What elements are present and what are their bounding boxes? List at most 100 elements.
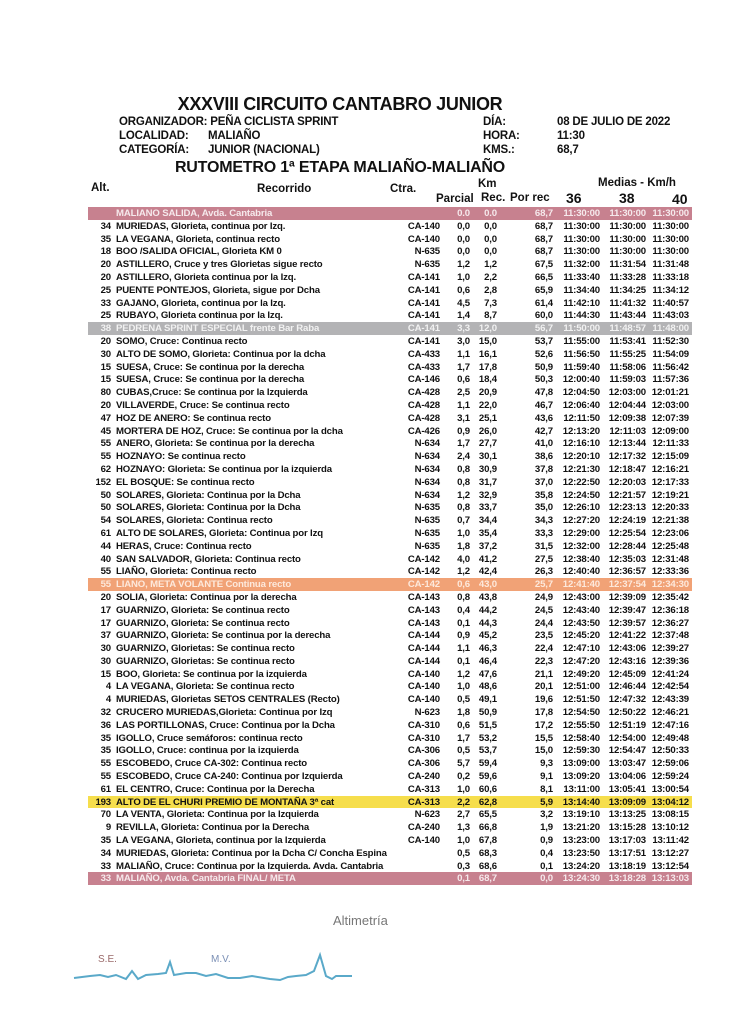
km-parcial: 2,5 <box>457 387 470 399</box>
localidad-value: MALIAÑO <box>208 130 261 142</box>
time-40: 13:12:54 <box>651 860 689 872</box>
recorrido: ALTO DE EL CHURI PREMIO DE MONTAÑA 3ª ca… <box>116 796 335 808</box>
km-recorridos: 68,6 <box>478 860 497 872</box>
table-row: 47 HOZ DE ANERO: Se continua recto CA-428 3… <box>88 412 692 425</box>
km-parcial: 0,6 <box>457 284 470 296</box>
time-38: 11:33:28 <box>609 271 646 283</box>
altitude: 35 <box>100 745 112 757</box>
km-recorridos: 16,1 <box>478 348 497 360</box>
km-parcial: 1,1 <box>457 348 470 360</box>
carretera: CA-142 <box>407 566 440 578</box>
km-por-recorrer: 15,5 <box>534 732 553 744</box>
time-40: 12:47:16 <box>651 719 689 731</box>
recorrido: HERAS, Cruce: Continua recto <box>116 540 252 552</box>
time-36: 12:00:40 <box>562 374 600 386</box>
time-36: 12:43:40 <box>562 604 600 616</box>
carretera: CA-141 <box>407 271 440 283</box>
altitude: 34 <box>100 220 112 232</box>
km-por-recorrer: 68,7 <box>534 233 553 245</box>
carretera: CA-141 <box>407 335 440 347</box>
time-36: 11:59:40 <box>563 361 600 373</box>
time-36: 12:04:50 <box>562 387 600 399</box>
km-por-recorrer: 31,5 <box>534 540 553 552</box>
carretera: N-634 <box>414 451 441 463</box>
kms-value: 68,7 <box>557 144 579 156</box>
recorrido: IGOLLO, Cruce: continua por la izquierda <box>116 745 299 757</box>
time-38: 11:30:00 <box>609 233 646 245</box>
table-row: 33 GAJANO, Glorieta, continua por la Izq.… <box>88 297 692 310</box>
localidad-label: LOCALIDAD: <box>119 130 189 142</box>
time-40: 12:50:33 <box>651 745 689 757</box>
carretera: CA-141 <box>407 323 440 335</box>
km-por-recorrer: 65,9 <box>534 284 553 296</box>
km-recorridos: 32,9 <box>478 489 497 501</box>
table-row-mv: 55 LIANO, META VOLANTE Continua recto CA-1… <box>88 578 692 591</box>
table-row: 55 HOZNAYO: Se continua recto N-634 2,4 30,1… <box>88 450 692 463</box>
time-40: 12:34:30 <box>651 579 689 591</box>
recorrido: VILLAVERDE, Cruce: Se continua recto <box>116 399 290 411</box>
altitude: 15 <box>100 668 112 680</box>
time-40: 12:37:48 <box>651 630 689 642</box>
time-36: 13:24:20 <box>562 860 600 872</box>
recorrido: SUESA, Cruce: Se continua por la derecha <box>116 374 305 386</box>
time-36: 11:30:00 <box>563 246 600 258</box>
time-40: 12:49:48 <box>651 732 689 744</box>
carretera: CA-143 <box>407 604 440 616</box>
time-40: 11:57:36 <box>652 374 689 386</box>
recorrido: EL BOSQUE: Se continua recto <box>116 476 255 488</box>
km-por-recorrer: 26,3 <box>534 566 553 578</box>
time-40: 12:39:36 <box>651 655 689 667</box>
km-recorridos: 47,6 <box>478 668 497 680</box>
table-row: 9 REVILLA, Glorieta: Continua por la Dere… <box>88 821 692 834</box>
time-38: 13:03:47 <box>608 758 646 770</box>
table-row: 30 GUARNIZO, Glorietas: Se continua recto… <box>88 655 692 668</box>
km-recorridos: 1,2 <box>484 259 497 271</box>
km-por-recorrer: 68,7 <box>534 220 553 232</box>
km-parcial: 0,0 <box>457 220 470 232</box>
km-recorridos: 44,2 <box>478 604 497 616</box>
time-36: 13:23:00 <box>562 835 600 847</box>
time-40: 12:01:21 <box>651 387 689 399</box>
altitude: 36 <box>100 719 112 731</box>
recorrido: EL CENTRO, Cruce: Continua por la Derech… <box>116 783 315 795</box>
km-por-recorrer: 24,5 <box>534 604 553 616</box>
km-por-recorrer: 0,1 <box>540 860 553 872</box>
recorrido: SOLARES, Glorieta: Continua por la Dcha <box>116 489 301 501</box>
km-por-recorrer: 21,1 <box>534 668 553 680</box>
time-40: 12:23:06 <box>651 527 689 539</box>
time-40: 11:30:00 <box>652 220 689 232</box>
altitude: 152 <box>95 476 111 488</box>
time-38: 12:43:16 <box>608 655 646 667</box>
recorrido: MORTERA DE HOZ, Cruce: Se continua por l… <box>116 425 343 437</box>
subtitle: RUTOMETRO 1ª ETAPA MALIAÑO-MALIAÑO <box>174 159 506 176</box>
km-por-recorrer: 9,3 <box>540 758 553 770</box>
time-38: 11:30:00 <box>609 246 646 258</box>
km-parcial: 1,0 <box>457 783 470 795</box>
carretera: CA-426 <box>407 425 440 437</box>
kms-label: KMS.: <box>483 144 515 156</box>
time-40: 12:16:21 <box>651 463 689 475</box>
km-por-recorrer: 42,7 <box>534 425 553 437</box>
table-row: 34 MURIEDAS, Glorieta: Continua por la Dc… <box>88 847 692 860</box>
time-36: 11:42:10 <box>563 297 600 309</box>
time-40: 11:34:12 <box>652 284 689 296</box>
time-40: 13:00:54 <box>651 783 689 795</box>
km-por-recorrer: 61,4 <box>534 297 553 309</box>
altitude: 61 <box>100 527 112 539</box>
carretera: CA-140 <box>407 233 440 245</box>
km-recorridos: 62,8 <box>478 796 497 808</box>
table-row: 25 RUBAYO, Glorieta continua por la Izq. C… <box>88 309 692 322</box>
time-36: 12:26:10 <box>562 502 600 514</box>
table-row: 33 MALIAÑO, Cruce: Continua por la Izquie… <box>88 860 692 873</box>
route-table: MALIANO SALIDA, Avda. Cantabria 0.0 0.0 68,… <box>88 207 692 886</box>
km-por-recorrer: 25,7 <box>534 579 553 591</box>
time-40: 11:31:48 <box>652 259 689 271</box>
km-por-recorrer: 27,5 <box>534 553 553 565</box>
time-38: 13:18:28 <box>608 873 646 885</box>
table-row: 44 HERAS, Cruce: Continua recto N-635 1,8 37… <box>88 540 692 553</box>
recorrido: MURIEDAS, Glorieta: Continua por la Dcha… <box>116 847 387 859</box>
carretera: N-634 <box>414 489 441 501</box>
col-ctra: Ctra. <box>390 183 417 195</box>
carretera: N-635 <box>414 540 441 552</box>
recorrido: HOZNAYO: Se continua recto <box>116 451 246 463</box>
